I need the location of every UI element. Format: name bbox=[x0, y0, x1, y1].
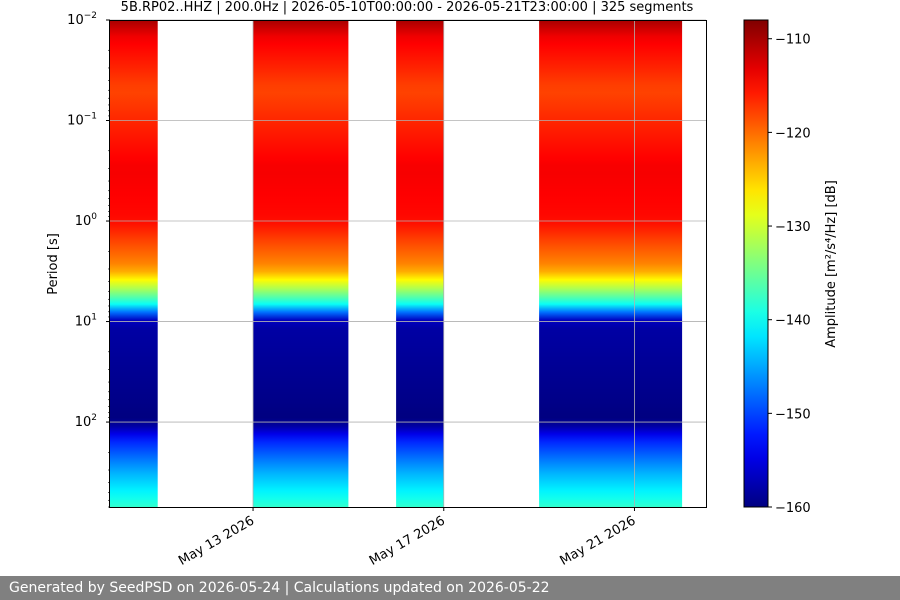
colorbar-scale bbox=[743, 19, 769, 508]
colorbar-tick-label-6: −160 bbox=[775, 501, 811, 516]
spectrogram-plot bbox=[110, 20, 683, 507]
grid-lines bbox=[110, 19, 706, 507]
y-tick-label-4: 101 bbox=[75, 313, 97, 330]
footer-text: Generated by SeedPSD on 2026-05-24 | Cal… bbox=[9, 580, 550, 596]
y-tick-label-5: 102 bbox=[75, 413, 97, 430]
x-tick-label-2: May 17 2026 bbox=[367, 513, 448, 568]
data-segment-2 bbox=[253, 20, 349, 507]
chart-title: 5B.RP02..HHZ | 200.0Hz | 2026-05-10T00:0… bbox=[121, 0, 694, 15]
colorbar-label: Amplitude [m²/s⁴/Hz] [dB] bbox=[824, 180, 839, 348]
colorbar-tick-label-2: −120 bbox=[775, 126, 811, 141]
data-segment-3 bbox=[396, 20, 444, 507]
colorbar: −110 −120 −130 −140 −150 −160 Amplitude [m²/s⁴… bbox=[743, 19, 839, 516]
y-tick-label-2: 10−1 bbox=[67, 112, 97, 129]
y-tick-label-3: 100 bbox=[75, 212, 98, 229]
y-tick-label-1: 10−2 bbox=[67, 11, 97, 28]
y-axis-title: Period [s] bbox=[46, 233, 61, 295]
plot-frame bbox=[109, 20, 707, 508]
footer-bar: Generated by SeedPSD on 2026-05-24 | Cal… bbox=[0, 576, 900, 600]
colorbar-tick-label-1: −110 bbox=[775, 33, 811, 48]
colorbar-tick-label-4: −140 bbox=[775, 314, 811, 329]
data-segment-1 bbox=[110, 20, 158, 507]
x-tick-label-3: May 21 2026 bbox=[558, 513, 639, 568]
colorbar-tick-label-5: −150 bbox=[775, 407, 811, 422]
colorbar-tick-label-3: −130 bbox=[775, 220, 811, 235]
data-segment-4 bbox=[539, 20, 683, 507]
x-tick-label-1: May 13 2026 bbox=[176, 513, 257, 568]
